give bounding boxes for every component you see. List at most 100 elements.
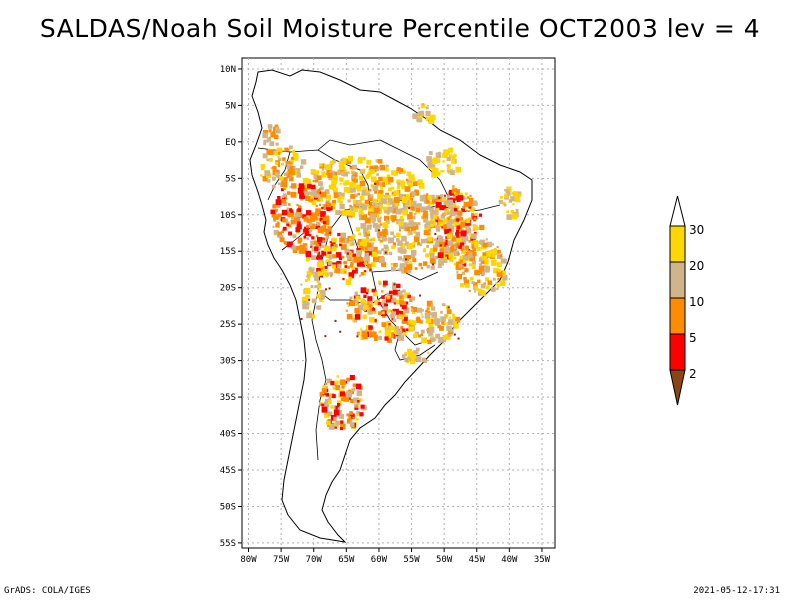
- soil-patch: [281, 181, 288, 187]
- soil-patch: [429, 312, 433, 316]
- soil-patch: [353, 207, 358, 212]
- soil-patch: [349, 422, 355, 427]
- soil-patch: [443, 205, 446, 208]
- soil-patch: [346, 252, 349, 255]
- soil-patch: [392, 318, 397, 323]
- soil-patch: [376, 173, 379, 176]
- soil-patch: [393, 235, 396, 238]
- soil-patch: [292, 152, 299, 159]
- soil-patch: [316, 305, 322, 310]
- soil-patch: [466, 196, 470, 199]
- soil-patch: [343, 212, 348, 216]
- soil-patch: [270, 132, 276, 138]
- soil-patch: [480, 291, 486, 297]
- soil-patch: [419, 243, 423, 246]
- soil-patch: [272, 204, 277, 209]
- soil-patch: [500, 258, 506, 264]
- soil-patch: [315, 243, 320, 248]
- lat-label: 35S: [220, 393, 236, 403]
- soil-patch: [267, 137, 271, 142]
- soil-patch: [321, 172, 327, 178]
- soil-patch: [445, 236, 448, 239]
- soil-patch: [279, 218, 283, 221]
- soil-patch: [428, 229, 431, 232]
- soil-patch: [330, 183, 337, 190]
- soil-patch: [329, 160, 335, 165]
- soil-patch: [398, 229, 401, 232]
- soil-patch: [356, 335, 359, 338]
- soil-patch: [501, 274, 508, 281]
- soil-patch: [390, 334, 395, 338]
- soil-patch: [433, 247, 438, 252]
- soil-patch: [325, 386, 329, 389]
- soil-patch: [344, 265, 348, 268]
- soil-patch: [290, 219, 296, 225]
- soil-patch: [415, 347, 420, 352]
- soil-patch: [346, 413, 350, 417]
- soil-patch: [479, 289, 483, 294]
- soil-patch: [417, 179, 423, 185]
- soil-patch: [401, 354, 406, 358]
- soil-patch: [343, 260, 347, 265]
- soil-patch: [433, 214, 438, 219]
- soil-patch: [471, 264, 476, 269]
- soil-patch: [496, 246, 499, 249]
- soil-patch: [337, 407, 341, 410]
- soil-patch: [409, 211, 413, 216]
- soil-patch: [345, 309, 349, 313]
- soil-patch: [369, 218, 373, 222]
- soil-patch: [326, 420, 331, 425]
- soil-patch: [454, 243, 458, 246]
- soil-patch: [295, 212, 301, 218]
- soil-patch: [384, 251, 387, 254]
- soil-patch: [337, 232, 341, 237]
- lat-label: 10S: [220, 211, 236, 221]
- soil-patch: [422, 261, 428, 266]
- soil-patch: [384, 329, 390, 335]
- soil-patch: [319, 289, 326, 296]
- soil-patch: [284, 218, 289, 222]
- soil-patch: [416, 318, 421, 323]
- lat-label: 20S: [220, 284, 236, 294]
- lat-label: 5N: [225, 101, 236, 111]
- soil-patch: [368, 325, 373, 330]
- soil-patch: [341, 268, 347, 275]
- soil-patch: [482, 252, 487, 256]
- soil-patch: [454, 316, 461, 323]
- soil-patch: [269, 158, 273, 162]
- soil-patch: [324, 189, 330, 194]
- soil-patch: [471, 200, 478, 206]
- soil-patch: [281, 162, 284, 165]
- soil-patch: [352, 200, 357, 205]
- soil-patch: [301, 296, 308, 303]
- soil-patch: [331, 178, 338, 184]
- soil-patch: [435, 195, 441, 201]
- soil-patch: [290, 209, 294, 213]
- soil-patch: [339, 177, 344, 182]
- soil-patch: [469, 233, 473, 238]
- soil-patch: [480, 283, 486, 289]
- soil-patch: [453, 333, 456, 336]
- soil-patch: [339, 427, 343, 431]
- soil-patch: [505, 189, 510, 194]
- soil-patch: [451, 159, 456, 164]
- soil-patch: [324, 265, 328, 269]
- soil-patch: [319, 216, 326, 222]
- soil-patch: [450, 328, 454, 333]
- soil-patch: [369, 194, 374, 199]
- soil-patch: [368, 188, 372, 192]
- soil-patch: [425, 309, 428, 313]
- soil-patch: [386, 292, 390, 296]
- soil-patch: [453, 256, 457, 260]
- soil-patch: [405, 178, 409, 181]
- soil-patch: [511, 192, 515, 195]
- soil-patch: [426, 329, 429, 332]
- soil-patch: [414, 213, 417, 216]
- soil-patch: [277, 151, 281, 155]
- soil-patch: [356, 413, 359, 417]
- soil-patch: [401, 169, 406, 174]
- soil-patch: [471, 281, 475, 285]
- soil-patch: [318, 297, 322, 300]
- soil-patch: [297, 187, 304, 194]
- soil-patch: [340, 423, 346, 430]
